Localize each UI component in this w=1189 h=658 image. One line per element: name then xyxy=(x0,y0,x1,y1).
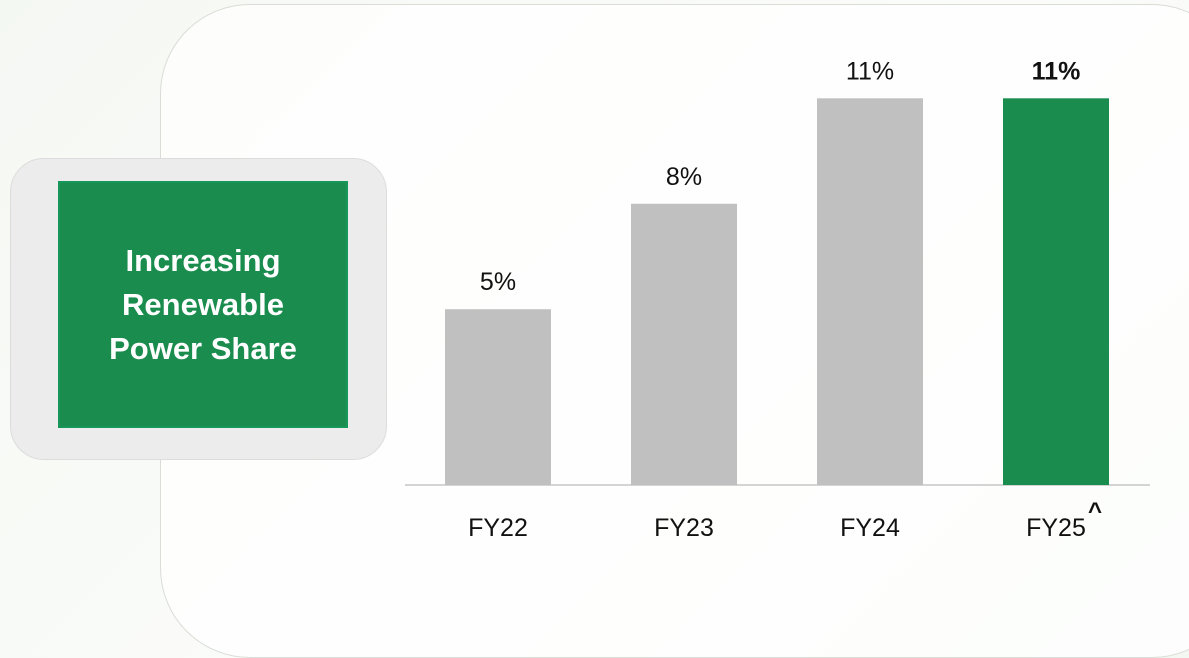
title-card: Increasing Renewable Power Share xyxy=(10,158,387,460)
bar-fy23 xyxy=(631,203,737,485)
category-label-fy24: FY24 xyxy=(840,514,900,542)
bar-fy22 xyxy=(445,309,551,485)
bar-fy24 xyxy=(817,98,923,486)
bar-fy25 xyxy=(1003,98,1109,486)
title-box: Increasing Renewable Power Share xyxy=(58,181,348,428)
chart-title: Increasing Renewable Power Share xyxy=(109,242,297,366)
fy25-footnote-marker: ^ xyxy=(1088,498,1103,525)
value-label-fy24: 11% xyxy=(846,57,894,85)
value-label-fy22: 5% xyxy=(480,268,516,296)
category-label-fy25: FY25 xyxy=(1026,514,1086,542)
value-label-fy25: 11% xyxy=(1032,57,1081,85)
value-label-fy23: 8% xyxy=(666,163,702,191)
category-label-fy22: FY22 xyxy=(468,514,528,542)
category-label-fy23: FY23 xyxy=(654,514,714,542)
